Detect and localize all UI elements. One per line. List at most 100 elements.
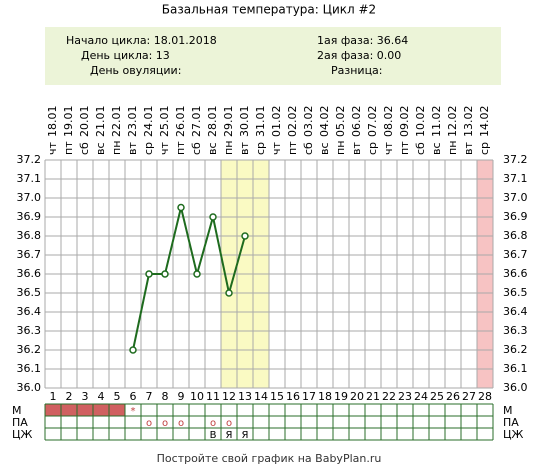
x-tick-label: 11 <box>206 390 220 403</box>
x-tick-label: 26 <box>446 390 460 403</box>
y-tick-label: 37.1 <box>17 172 42 185</box>
weekday-label: вт <box>238 142 251 155</box>
row-mark: Я <box>242 430 249 441</box>
date-label: 19.01 <box>62 106 75 138</box>
weekday-label: вс <box>206 142 219 155</box>
weekday-label: пт <box>174 141 187 155</box>
y-tick-label: 36.4 <box>503 305 528 318</box>
row-mark: o <box>210 418 216 429</box>
weekday-label: вс <box>430 142 443 155</box>
y-tick-label: 37.2 <box>17 153 42 166</box>
x-tick-label: 27 <box>462 390 476 403</box>
date-label: 18.01 <box>46 106 59 138</box>
x-tick-label: 22 <box>382 390 396 403</box>
info-text: День цикла: 13 <box>81 49 170 62</box>
y-tick-label: 36.6 <box>503 267 528 280</box>
x-tick-label: 21 <box>366 390 380 403</box>
weekday-label: чт <box>46 142 59 155</box>
x-tick-label: 5 <box>114 390 121 403</box>
temperature-point <box>193 270 201 278</box>
info-text: Начало цикла: 18.01.2018 <box>66 34 217 47</box>
date-label: 01.02 <box>270 106 283 138</box>
weekday-label: чт <box>382 142 395 155</box>
temperature-point <box>209 213 217 221</box>
date-label: 06.02 <box>350 106 363 138</box>
row-label: ПА <box>12 416 28 429</box>
weekday-label: вт <box>462 142 475 155</box>
date-label: 26.01 <box>174 106 187 138</box>
date-label: 21.01 <box>94 106 107 138</box>
date-label: 02.02 <box>286 106 299 138</box>
x-tick-label: 23 <box>398 390 412 403</box>
date-label: 27.01 <box>190 106 203 138</box>
weekday-label: вс <box>94 142 107 155</box>
date-label: 12.02 <box>446 106 459 138</box>
date-label: 04.02 <box>318 106 331 138</box>
row-fill <box>109 404 125 416</box>
y-tick-label: 36.5 <box>503 286 528 299</box>
weekday-label: пн <box>446 141 459 155</box>
y-tick-label: 36.1 <box>503 362 528 375</box>
x-tick-label: 19 <box>334 390 348 403</box>
weekday-label: вс <box>318 142 331 155</box>
date-label: 08.02 <box>382 106 395 138</box>
row-mark: o <box>226 418 232 429</box>
x-tick-label: 14 <box>254 390 268 403</box>
temperature-point <box>145 270 153 278</box>
y-tick-label: 36.2 <box>503 343 528 356</box>
date-label: 25.01 <box>158 106 171 138</box>
y-tick-label: 37.1 <box>503 172 528 185</box>
y-tick-label: 36.9 <box>503 210 528 223</box>
y-tick-label: 36.3 <box>17 324 42 337</box>
weekday-label: чт <box>270 142 283 155</box>
row-mark: o <box>162 418 168 429</box>
weekday-label: пт <box>62 141 75 155</box>
date-label: 31.01 <box>254 106 267 138</box>
x-tick-label: 7 <box>146 390 153 403</box>
info-text: Разница: <box>331 64 383 77</box>
weekday-label: ср <box>142 142 155 155</box>
row-mark: Я <box>226 430 233 441</box>
date-label: 28.01 <box>206 106 219 138</box>
x-tick-label: 28 <box>478 390 492 403</box>
row-label: М <box>503 404 513 417</box>
date-label: 13.02 <box>462 106 475 138</box>
y-tick-label: 36.0 <box>503 381 528 394</box>
weekday-label: сб <box>302 142 315 155</box>
y-tick-label: 36.2 <box>17 343 42 356</box>
weekday-label: сб <box>190 142 203 155</box>
row-fill <box>77 404 93 416</box>
y-tick-label: 36.0 <box>17 381 42 394</box>
info-text: 1ая фаза: 36.64 <box>317 34 408 47</box>
info-box <box>45 27 501 85</box>
temperature-point <box>241 232 249 240</box>
date-label: 10.02 <box>414 106 427 138</box>
x-tick-label: 25 <box>430 390 444 403</box>
weekday-label: сб <box>78 142 91 155</box>
date-label: 14.02 <box>478 106 491 138</box>
row-mark: В <box>210 430 217 441</box>
weekday-label: вт <box>126 142 139 155</box>
row-label: ЦЖ <box>503 428 524 441</box>
x-tick-label: 3 <box>82 390 89 403</box>
date-label: 24.01 <box>142 106 155 138</box>
row-label: М <box>12 404 22 417</box>
x-tick-label: 20 <box>350 390 364 403</box>
y-tick-label: 36.9 <box>17 210 42 223</box>
weekday-label: ср <box>366 142 379 155</box>
temperature-point <box>129 346 137 354</box>
row-label: ЦЖ <box>12 428 33 441</box>
y-tick-label: 37.0 <box>503 191 528 204</box>
x-tick-label: 12 <box>222 390 236 403</box>
x-tick-label: 1 <box>50 390 57 403</box>
row-mark: o <box>146 418 152 429</box>
info-text: 2ая фаза: 0.00 <box>317 49 401 62</box>
weekday-label: ср <box>478 142 491 155</box>
y-tick-label: 36.7 <box>17 248 42 261</box>
row-mark: * <box>131 406 136 417</box>
y-tick-label: 36.4 <box>17 305 42 318</box>
date-label: 30.01 <box>238 106 251 138</box>
weekday-label: чт <box>158 142 171 155</box>
date-label: 09.02 <box>398 106 411 138</box>
x-tick-label: 8 <box>162 390 169 403</box>
